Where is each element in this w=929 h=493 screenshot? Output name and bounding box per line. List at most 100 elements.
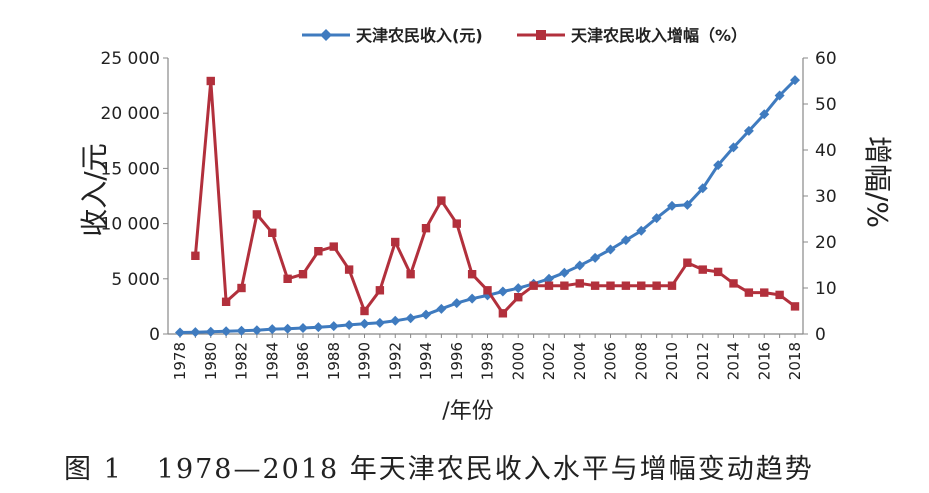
x-tick-label: 2014 xyxy=(725,342,743,380)
data-point-diamond xyxy=(574,260,585,271)
x-tick-label: 1992 xyxy=(386,342,404,380)
data-point-diamond xyxy=(467,293,478,304)
data-point-diamond xyxy=(697,183,708,194)
data-point-diamond xyxy=(328,321,339,332)
x-tick-label: 2018 xyxy=(786,342,804,380)
data-point-square xyxy=(406,270,415,279)
legend: 天津农民收入(元) 天津农民收入增幅（%） xyxy=(302,26,747,45)
data-point-diamond xyxy=(374,317,385,328)
x-tick-label: 1986 xyxy=(294,342,312,380)
data-point-diamond xyxy=(359,318,370,329)
x-tick-label: 1982 xyxy=(233,342,251,380)
data-point-diamond xyxy=(759,109,770,120)
data-point-square xyxy=(498,309,508,318)
x-tick-label: 2012 xyxy=(694,342,712,380)
data-point-diamond xyxy=(774,90,785,101)
data-point-diamond xyxy=(667,200,677,211)
data-point-diamond xyxy=(713,160,724,171)
y-tick-label-right: 60 xyxy=(815,49,837,69)
figure-caption: 图 1 1978—2018 年天津农民收入水平与增幅变动趋势 xyxy=(0,444,929,488)
data-point-diamond xyxy=(405,313,416,324)
y-tick-label-right: 50 xyxy=(815,95,837,115)
x-tick-label: 2004 xyxy=(571,342,589,380)
chart-series xyxy=(175,75,800,338)
data-point-square xyxy=(775,290,784,300)
legend-marker-square xyxy=(536,30,546,40)
x-tick-label: 1978 xyxy=(171,342,189,380)
data-point-square xyxy=(544,281,554,290)
data-point-diamond xyxy=(728,142,739,153)
x-tick-label: 2000 xyxy=(509,342,527,380)
x-tick-label: 1994 xyxy=(417,342,435,380)
data-point-diamond xyxy=(590,252,601,263)
x-tick-label: 1984 xyxy=(263,342,281,380)
x-tick-label: 1996 xyxy=(448,342,466,380)
y-axis-label-right: 增幅/% xyxy=(861,136,894,228)
data-point-square xyxy=(514,293,523,302)
data-point-diamond xyxy=(175,327,185,338)
data-point-diamond xyxy=(743,125,754,136)
data-point-diamond xyxy=(421,309,431,320)
data-point-square xyxy=(452,219,461,228)
data-point-square xyxy=(437,196,446,205)
data-point-diamond xyxy=(451,298,462,309)
data-point-square xyxy=(560,281,569,290)
data-point-square xyxy=(729,279,738,288)
y-tick-label-right: 0 xyxy=(815,325,826,345)
data-point-square xyxy=(344,265,354,274)
data-point-diamond xyxy=(236,325,247,336)
data-point-square xyxy=(375,286,385,295)
y-tick-label-left: 5 000 xyxy=(111,270,160,290)
data-point-diamond xyxy=(251,325,262,336)
x-axis-label: /年份 xyxy=(442,399,493,424)
x-tick-label: 1998 xyxy=(479,342,497,380)
x-tick-label: 2016 xyxy=(755,342,773,380)
data-point-square xyxy=(421,224,431,233)
x-tick-label: 1990 xyxy=(356,342,374,380)
x-tick-label: 2002 xyxy=(540,342,558,380)
series-line-2 xyxy=(193,79,796,315)
legend-label-1: 天津农民收入(元) xyxy=(356,26,483,45)
data-point-diamond xyxy=(513,283,524,294)
x-tick-label: 1988 xyxy=(325,342,343,380)
data-point-square xyxy=(621,281,631,290)
data-point-square xyxy=(298,270,308,279)
x-tick-label: 2010 xyxy=(663,342,681,380)
data-point-square xyxy=(329,242,338,251)
data-point-square xyxy=(237,283,246,293)
data-point-diamond xyxy=(790,75,800,86)
data-point-square xyxy=(575,279,584,288)
y-tick-label-left: 10 000 xyxy=(101,215,160,235)
data-point-square xyxy=(283,274,292,283)
data-point-square xyxy=(467,270,477,279)
x-tick-label: 2006 xyxy=(602,342,620,380)
data-point-square xyxy=(360,306,369,316)
data-point-square xyxy=(391,237,400,247)
data-point-diamond xyxy=(298,323,308,334)
data-point-square xyxy=(683,258,692,267)
data-point-diamond xyxy=(497,286,508,297)
data-point-square xyxy=(221,297,231,306)
data-point-diamond xyxy=(313,322,324,333)
data-point-diamond xyxy=(267,324,278,335)
data-point-diamond xyxy=(205,326,216,337)
data-point-square xyxy=(667,281,677,290)
data-point-diamond xyxy=(651,213,662,224)
data-point-diamond xyxy=(436,303,447,314)
data-point-square xyxy=(760,288,769,297)
figure-number: 图 1 xyxy=(64,453,123,485)
y-tick-label-left: 0 xyxy=(149,325,160,345)
data-point-diamond xyxy=(605,244,616,255)
figure-caption-text: 1978—2018 年天津农民收入水平与增幅变动趋势 xyxy=(156,453,814,485)
data-point-diamond xyxy=(636,225,647,236)
x-tick-label: 1980 xyxy=(202,342,220,380)
x-tick-label: 2008 xyxy=(632,342,650,380)
data-point-diamond xyxy=(620,235,631,246)
data-point-square xyxy=(790,302,800,311)
y-tick-label-left: 20 000 xyxy=(101,104,160,124)
data-point-square xyxy=(590,281,600,290)
data-point-diamond xyxy=(682,199,693,210)
data-point-diamond xyxy=(221,326,232,337)
data-point-square xyxy=(529,281,538,290)
data-point-square xyxy=(314,247,323,256)
